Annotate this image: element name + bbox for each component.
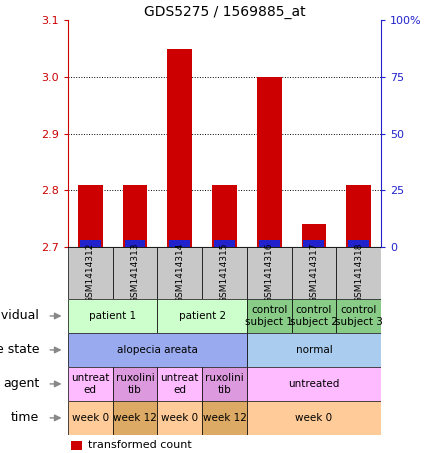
Bar [247,401,381,435]
Bar [167,49,192,247]
Text: GSM1414313: GSM1414313 [131,243,139,303]
Text: GSM1414312: GSM1414312 [86,243,95,303]
Bar [71,440,82,450]
Text: week 0: week 0 [72,413,109,423]
Bar [202,247,247,299]
Text: patient 1: patient 1 [89,311,136,321]
Bar [247,333,381,367]
Text: week 0: week 0 [161,413,198,423]
Bar [202,401,247,435]
Bar [68,299,157,333]
Bar [292,247,336,299]
Text: GSM1414314: GSM1414314 [175,243,184,303]
Bar [336,299,381,333]
Bar [302,224,326,247]
Bar [169,240,190,247]
Text: GSM1414318: GSM1414318 [354,243,363,303]
Bar [157,367,202,401]
Title: GDS5275 / 1569885_at: GDS5275 / 1569885_at [144,5,305,19]
Text: untreated: untreated [288,379,339,389]
Text: individual: individual [0,309,39,323]
Bar [157,401,202,435]
Bar [348,240,369,247]
Text: GSM1414317: GSM1414317 [310,243,318,303]
Bar [68,367,113,401]
Text: control
subject 1: control subject 1 [245,305,293,327]
Bar [80,240,101,247]
Bar [68,333,247,367]
Bar [292,299,336,333]
Text: disease state: disease state [0,343,39,357]
Text: transformed count: transformed count [88,440,192,450]
Bar [257,77,282,247]
Bar [247,367,381,401]
Text: week 12: week 12 [202,413,247,423]
Text: normal: normal [296,345,332,355]
Bar [259,240,280,247]
Bar [68,247,113,299]
Bar [304,240,325,247]
Text: week 0: week 0 [295,413,332,423]
Bar [123,185,147,247]
Bar [124,240,145,247]
Text: control
subject 3: control subject 3 [335,305,383,327]
Bar [247,247,292,299]
Bar [68,401,113,435]
Bar [346,185,371,247]
Text: GSM1414315: GSM1414315 [220,243,229,303]
Text: week 12: week 12 [113,413,157,423]
Text: GSM1414316: GSM1414316 [265,243,274,303]
Text: untreat
ed: untreat ed [71,373,110,395]
Text: control
subject 2: control subject 2 [290,305,338,327]
Bar [78,185,102,247]
Bar [113,401,157,435]
Bar [247,299,292,333]
Bar [113,247,157,299]
Text: agent: agent [3,377,39,390]
Text: ruxolini
tib: ruxolini tib [116,373,154,395]
Text: time: time [11,411,39,424]
Text: alopecia areata: alopecia areata [117,345,198,355]
Text: patient 2: patient 2 [179,311,226,321]
Bar [336,247,381,299]
Bar [214,240,235,247]
Bar [113,367,157,401]
Bar [202,367,247,401]
Bar [157,247,202,299]
Bar [157,299,247,333]
Bar [212,185,237,247]
Text: untreat
ed: untreat ed [161,373,199,395]
Text: ruxolini
tib: ruxolini tib [205,373,244,395]
